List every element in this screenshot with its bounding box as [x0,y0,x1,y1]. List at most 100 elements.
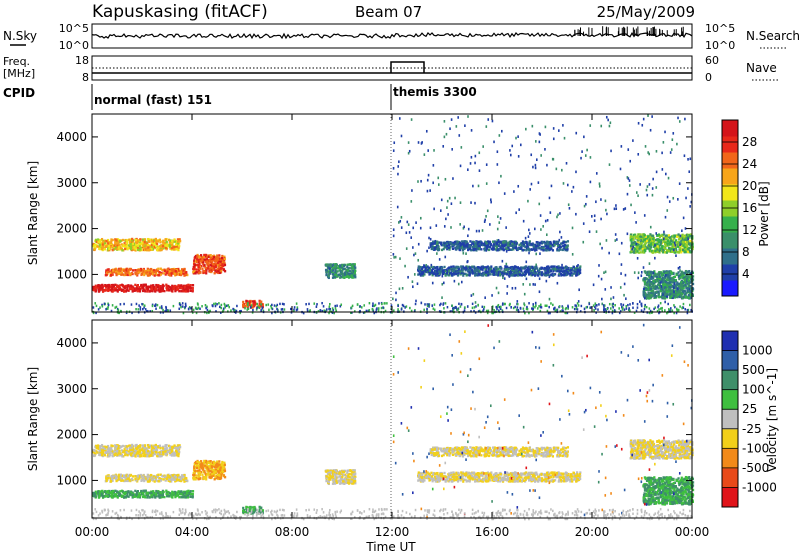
power-cell [152,288,156,291]
power-cell [471,242,474,245]
power-cell [436,247,439,251]
power-cell [487,118,490,121]
power-cell [645,273,649,277]
power-cell [169,309,172,312]
power-cell [441,269,445,272]
power-cell [480,248,483,251]
power-cell [441,282,444,286]
power-cell [666,239,670,242]
power-cell [547,265,550,268]
power-cell [629,233,633,237]
power-cell [132,289,135,292]
power-cell [221,259,224,262]
power-cell [346,263,349,267]
power-cell [608,124,611,128]
power-cell [663,284,667,287]
power-cell [433,242,436,245]
power-cell [552,269,555,273]
power-cell [178,244,181,248]
power-cell [123,242,126,245]
power-cell [627,303,629,307]
power-cell [642,294,645,297]
power-cell [428,269,431,272]
power-cell [673,236,676,240]
power-cell [493,241,496,244]
power-cell [678,241,681,244]
power-cell [451,274,454,277]
power-cell [562,244,565,248]
power-cell [661,296,664,300]
power-cell [169,268,172,272]
power-cell [176,248,179,251]
power-cell [334,268,337,271]
power-cell [351,264,354,268]
power-cell [476,242,479,246]
power-cell [661,277,664,280]
power-cell [487,245,490,249]
power-cell [448,248,451,251]
power-cell [467,168,469,172]
power-cell [495,243,498,246]
power-cell [117,246,120,249]
power-cell [558,247,562,251]
power-cell [650,277,653,280]
power-cell [336,266,340,270]
power-cell [196,263,199,267]
power-cell [559,242,563,245]
power-cell [421,266,424,269]
power-cell [509,244,513,247]
power-cell [431,273,434,277]
power-cell [583,307,586,311]
power-cell [607,118,609,122]
power-cell [512,267,515,271]
power-cell [556,267,559,270]
power-cell [212,268,215,271]
power-cell [484,218,486,222]
power-cell [218,254,221,257]
power-cell [523,310,525,313]
power-cell [690,244,693,248]
power-cell [681,292,684,296]
power-cell [648,244,652,248]
power-cell [105,239,108,243]
power-cell [502,241,506,245]
power-cell [434,241,437,245]
power-cell [679,293,683,297]
power-cell [493,140,495,144]
noise-right-label: N.Search [746,29,800,43]
power-cell [104,288,107,292]
power-cell [437,270,441,273]
power-cell [474,161,476,165]
power-cell [94,246,97,250]
power-cell [463,266,466,270]
power-cell [486,244,490,247]
power-cell [187,285,190,289]
power-cell [532,283,535,286]
power-cell [251,300,254,303]
power-cell [552,303,554,307]
power-cell [656,234,659,237]
power-cell [648,288,652,292]
power-cell [438,272,441,275]
power-cell [654,287,657,290]
power-cell [657,293,660,296]
power-cell [686,272,689,275]
power-cell [465,267,468,271]
power-cell [552,240,555,244]
power-cell [444,177,447,181]
power-cell [163,289,166,293]
power-cell [531,273,534,277]
power-cell [146,249,149,252]
power-cell [531,124,534,128]
power-cell [255,308,258,311]
power-cell [139,238,142,241]
power-cell [689,233,692,236]
power-cell [143,238,146,241]
power-cell [652,290,655,293]
power-cell [448,274,451,277]
power-cell [644,292,647,295]
power-cell [558,243,561,247]
power-cell [655,243,658,246]
power-cell [104,242,107,246]
power-cell [680,272,683,275]
